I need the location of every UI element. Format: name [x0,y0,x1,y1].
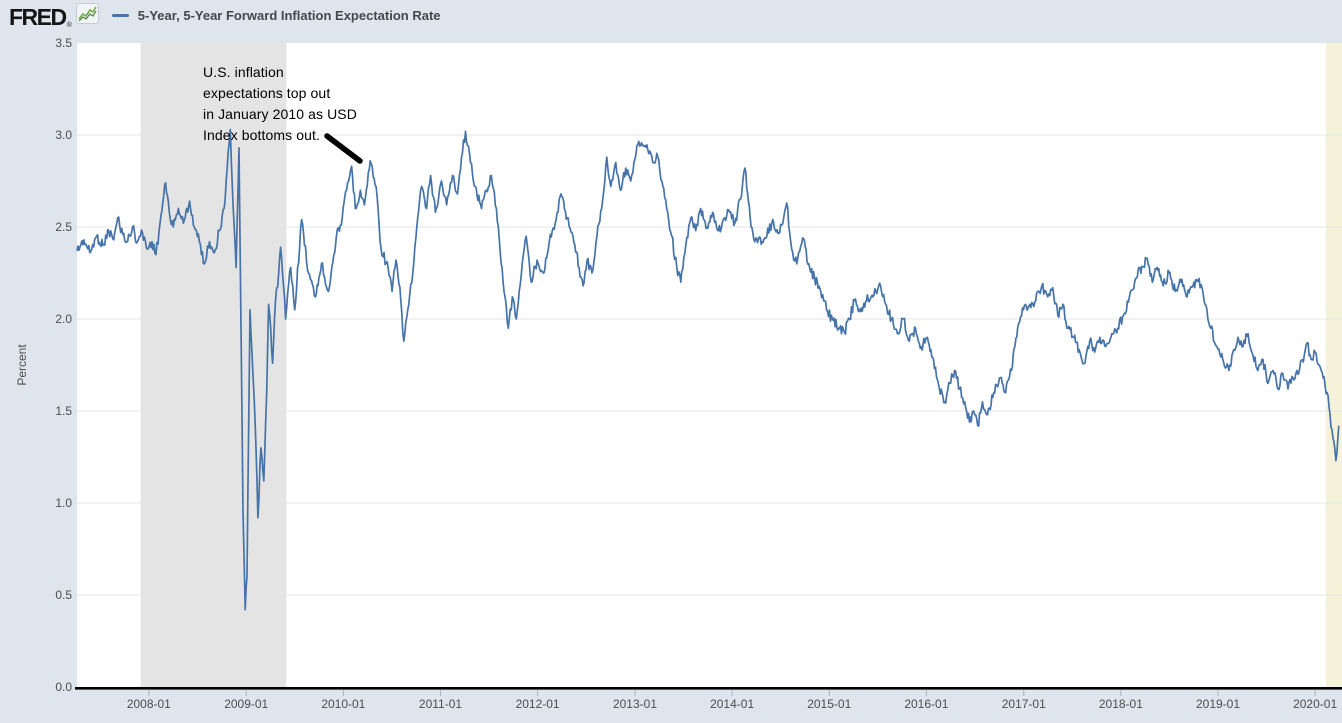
legend-line-swatch [111,14,129,17]
registered-trademark-mark: ® [66,21,72,29]
x-tick-label: 2017-01 [1001,697,1046,711]
legend-series-label[interactable]: 5-Year, 5-Year Forward Inflation Expecta… [137,8,441,23]
x-tick-label: 2008-01 [126,697,171,711]
recent-period-band [1325,43,1342,687]
x-tick-label: 2012-01 [515,697,560,711]
x-tick-label: 2020-01 [1293,697,1338,711]
x-tick-label: 2011-01 [418,697,463,711]
y-tick-label: 2.0 [55,312,72,326]
x-tick-label: 2014-01 [710,697,755,711]
x-tick-label: 2010-01 [321,697,366,711]
annotation-pointer-line [324,133,363,164]
y-tick-label: 1.0 [55,496,72,510]
x-tick-label: 2016-01 [904,697,949,711]
recession-band [140,43,287,687]
x-tick-label: 2009-01 [224,697,269,711]
fred-logo-chart-icon [75,2,99,29]
y-tick-label: 0.5 [55,588,72,602]
y-tick-label: 2.5 [55,220,72,234]
x-tick-label: 2015-01 [807,697,852,711]
chart-header: FRED ® 5-Year, 5-Year Forward Inflation E… [0,0,1342,31]
x-axis-line [75,687,1342,690]
chart-annotation-text: U.S. inflation expectations top out in J… [203,64,357,143]
y-tick-label: 0.0 [55,680,72,694]
x-tick-label: 2019-01 [1195,697,1241,711]
fred-logo[interactable]: FRED ® [9,2,99,30]
legend: 5-Year, 5-Year Forward Inflation Expecta… [111,8,441,23]
fred-logo-text: FRED [9,3,67,30]
y-tick-label: 3.5 [55,36,72,50]
plot-background [77,43,1342,687]
x-tick-label: 2018-01 [1098,697,1143,711]
y-tick-label: 3.0 [55,128,72,142]
x-tick-label: 2013-01 [612,697,658,711]
y-axis-title: Percent [15,344,29,386]
y-tick-label: 1.5 [55,404,72,418]
series-line[interactable] [76,128,1340,611]
